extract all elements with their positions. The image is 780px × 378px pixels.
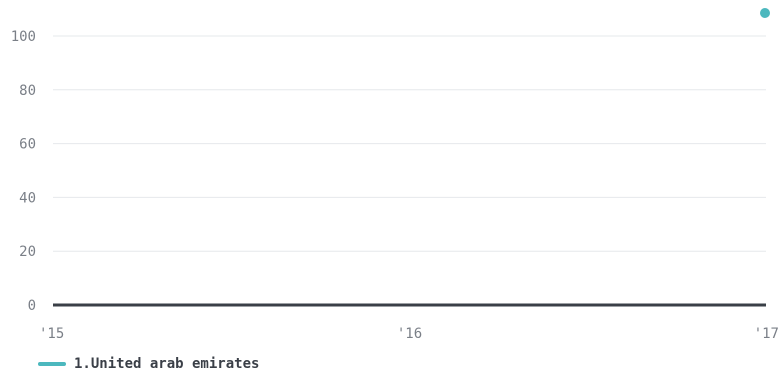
legend-label: 1.United arab emirates — [74, 356, 260, 372]
data-point[interactable] — [760, 8, 770, 18]
series-layer — [760, 8, 770, 18]
x-tick-label: '15 — [39, 326, 64, 342]
y-tick-label: 60 — [19, 137, 36, 153]
y-tick-label: 0 — [28, 298, 36, 314]
y-tick-label: 40 — [19, 190, 36, 206]
y-tick-label: 20 — [19, 244, 36, 260]
y-tick-label: 100 — [11, 29, 36, 45]
y-tick-label: 80 — [19, 83, 36, 99]
legend[interactable]: 1.United arab emirates — [38, 356, 259, 372]
grid-lines — [53, 35, 766, 307]
x-tick-label: '16 — [397, 326, 422, 342]
legend-swatch — [38, 362, 66, 366]
y-axis-ticks: 0 20 40 60 80 100 — [11, 29, 36, 314]
x-axis-ticks: '15 '16 '17 — [39, 326, 779, 342]
x-tick-label: '17 — [754, 326, 779, 342]
